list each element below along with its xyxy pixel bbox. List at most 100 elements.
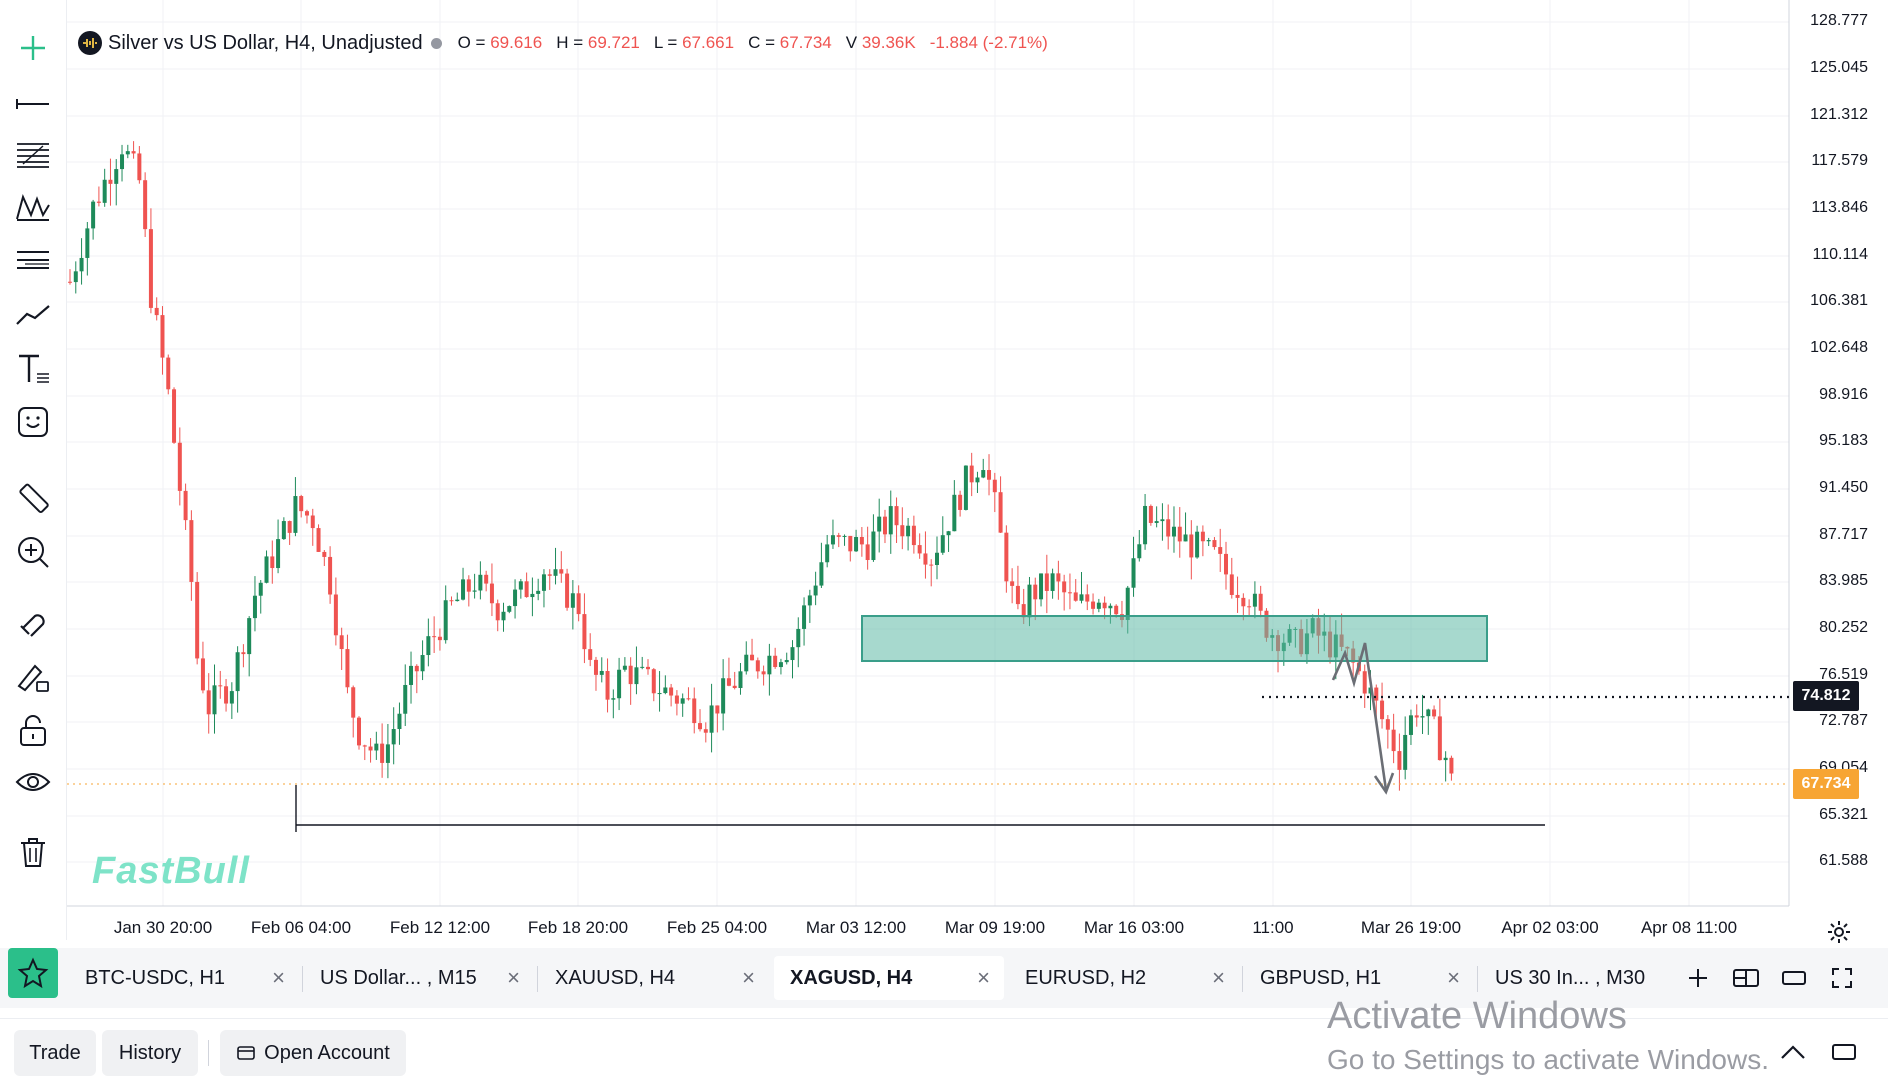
candle-body <box>200 658 205 691</box>
candle-body <box>1218 547 1223 554</box>
open-account-button[interactable]: Open Account <box>220 1030 406 1076</box>
tab-label: XAGUSD, H4 <box>790 966 913 989</box>
price-chart[interactable] <box>0 0 1888 910</box>
parallel-channel-icon[interactable] <box>9 236 57 284</box>
candle-body <box>507 606 512 612</box>
price-axis-label: 98.916 <box>1819 386 1868 403</box>
pattern-icon[interactable] <box>9 183 57 231</box>
price-axis-label: 110.114 <box>1812 246 1868 263</box>
candle-body <box>553 569 558 576</box>
candle-body <box>137 153 142 181</box>
candle-body <box>1160 519 1165 522</box>
candle-body <box>247 618 252 655</box>
history-button[interactable]: History <box>102 1030 198 1076</box>
candle-body <box>651 669 656 694</box>
candle-body <box>264 556 269 583</box>
tab-close-icon[interactable]: × <box>1212 965 1225 990</box>
candle-body <box>189 520 194 582</box>
trash-icon[interactable] <box>9 828 57 876</box>
eye-icon[interactable] <box>9 758 57 806</box>
candle-body <box>987 470 992 480</box>
tab-close-icon[interactable]: × <box>1447 965 1460 990</box>
text-icon[interactable] <box>9 344 57 392</box>
ruler-icon[interactable] <box>9 474 57 522</box>
symbol-title[interactable]: Silver vs US Dollar, H4, Unadjusted <box>108 31 423 54</box>
add-tab-icon[interactable] <box>1680 960 1716 996</box>
candle-body <box>559 569 564 574</box>
time-axis-label: Feb 18 20:00 <box>527 918 629 937</box>
candle-body <box>536 590 541 594</box>
candle-body <box>599 670 604 675</box>
chart-tab[interactable]: BTC-USDC, H1 × <box>69 956 299 1000</box>
candle-body <box>414 665 419 672</box>
candle-body <box>409 665 414 685</box>
change-value: -1.884 (-2.71%) <box>929 33 1048 52</box>
candle-body <box>871 531 876 561</box>
open-key: O = <box>457 33 486 52</box>
tab-label: GBPUSD, H1 <box>1260 966 1382 989</box>
chart-tab[interactable]: GBPUSD, H1 × <box>1244 956 1474 1000</box>
tab-label: US 30 In... , M30 <box>1495 966 1646 989</box>
trend-line-icon[interactable] <box>9 290 57 338</box>
candle-body <box>1154 521 1159 523</box>
magnet-icon[interactable] <box>9 598 57 646</box>
candle-body <box>1015 585 1020 605</box>
chart-legend: Silver vs US Dollar, H4, Unadjusted O = … <box>78 28 1062 58</box>
chart-tab[interactable]: EURUSD, H2 × <box>1009 956 1239 1000</box>
tab-close-icon[interactable]: × <box>507 965 520 990</box>
emoji-icon[interactable] <box>9 398 57 446</box>
unlock-icon[interactable] <box>9 706 57 754</box>
tab-close-icon[interactable]: × <box>977 965 990 990</box>
candle-body <box>686 698 691 700</box>
candle-body <box>472 590 477 592</box>
candle-body <box>900 525 905 537</box>
candle-body <box>830 535 835 545</box>
lock-drawing-icon[interactable] <box>9 652 57 700</box>
candle-body <box>854 536 859 552</box>
trade-button[interactable]: Trade <box>14 1030 96 1076</box>
zoom-in-icon[interactable] <box>9 528 57 576</box>
candle-body <box>1085 594 1090 602</box>
candle-body <box>437 636 442 641</box>
candle-body <box>380 743 385 763</box>
fullscreen-icon[interactable] <box>1824 960 1860 996</box>
chart-tab[interactable]: US Dollar... , M15 × <box>304 956 534 1000</box>
candle-body <box>68 281 72 283</box>
candle-body <box>1050 573 1055 591</box>
maximize-panel-icon[interactable] <box>1826 1034 1862 1070</box>
candle-body <box>172 389 177 443</box>
tab-close-icon[interactable]: × <box>742 965 755 990</box>
candle-body <box>992 479 997 493</box>
horizontal-line-icon[interactable] <box>9 78 57 126</box>
candle-body <box>432 636 437 638</box>
chart-tab[interactable]: US 30 In... , M30 <box>1479 956 1669 1000</box>
chart-settings-icon[interactable] <box>1825 918 1853 946</box>
price-axis-label: 61.588 <box>1819 852 1868 869</box>
chart-tab[interactable]: XAGUSD, H4 × <box>774 956 1004 1000</box>
collapse-panel-icon[interactable] <box>1775 1034 1811 1070</box>
candle-body <box>738 671 743 689</box>
tab-close-icon[interactable]: × <box>272 965 285 990</box>
favorites-button[interactable] <box>8 948 58 998</box>
price-axis-label: 80.252 <box>1819 619 1868 636</box>
candle-body <box>235 652 240 692</box>
chart-tab[interactable]: XAUUSD, H4 × <box>539 956 769 1000</box>
low-key: L = <box>653 33 678 52</box>
candle-body <box>287 521 292 533</box>
layout-icon[interactable] <box>1728 960 1764 996</box>
candle-body <box>848 535 853 552</box>
fib-retracement-icon[interactable] <box>9 130 57 178</box>
candle-body <box>148 229 153 308</box>
price-axis-label: 117.579 <box>1811 152 1868 169</box>
candle-body <box>1166 519 1171 537</box>
candle-body <box>784 660 789 663</box>
candle-body <box>1096 602 1101 609</box>
time-axis-label: Jan 30 20:00 <box>113 918 213 937</box>
candle-body <box>859 536 864 545</box>
candle-body <box>1414 715 1419 718</box>
candle-body <box>576 593 581 615</box>
candle-body <box>1004 532 1009 582</box>
crosshair-icon[interactable] <box>9 24 57 72</box>
candle-body <box>963 465 968 510</box>
single-layout-icon[interactable] <box>1776 960 1812 996</box>
